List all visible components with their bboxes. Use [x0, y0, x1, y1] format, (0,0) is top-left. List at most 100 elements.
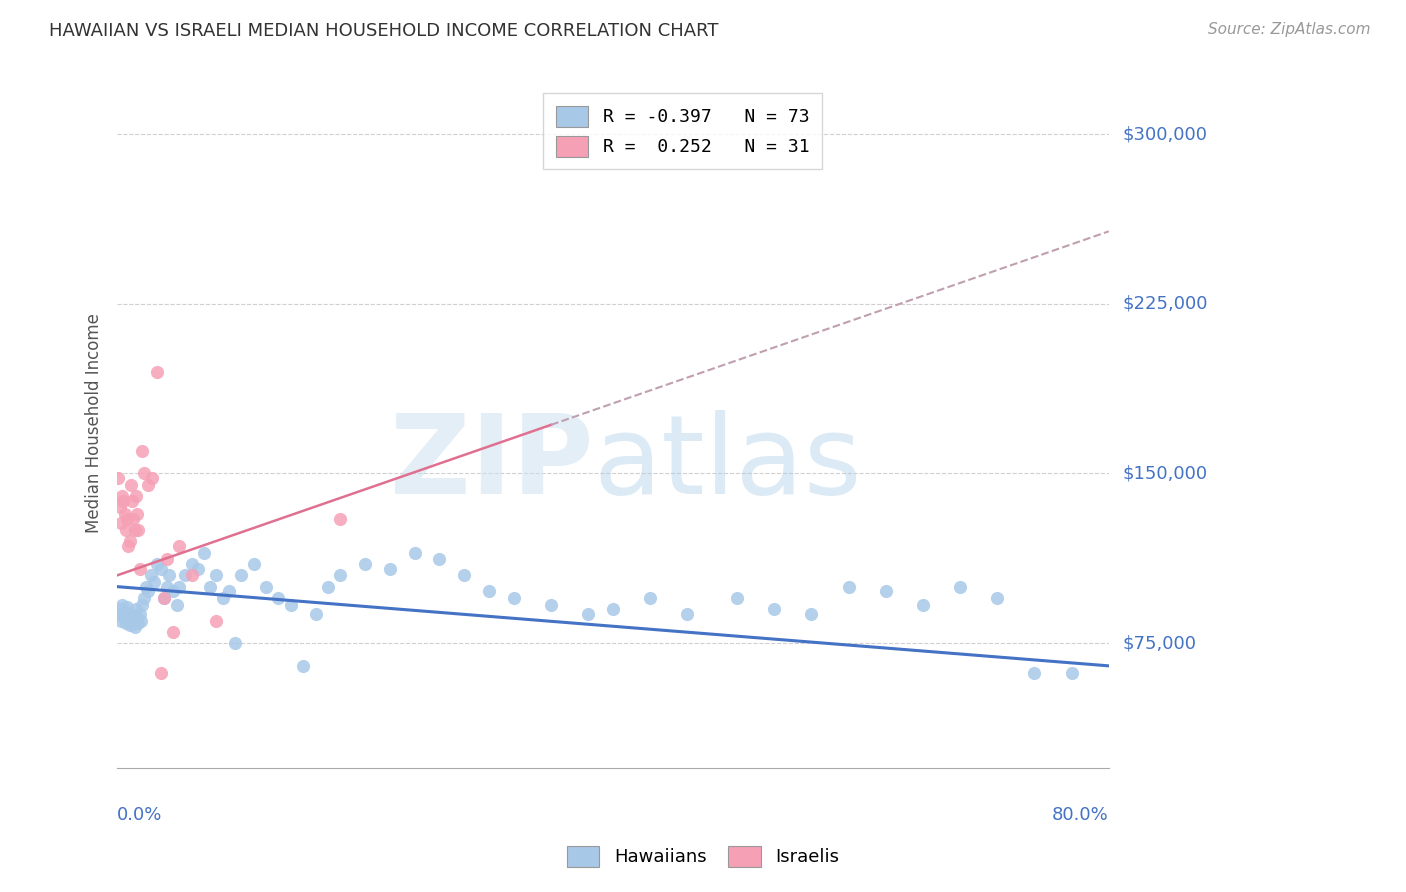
Point: [540, 598, 562, 612]
Point: [193, 546, 215, 560]
Point: [129, 614, 152, 628]
Point: [121, 493, 143, 508]
Point: [304, 607, 326, 621]
Point: [254, 580, 277, 594]
Point: [122, 609, 145, 624]
Point: [110, 516, 132, 531]
Point: [131, 598, 153, 612]
Text: $150,000: $150,000: [1123, 465, 1208, 483]
Text: 80.0%: 80.0%: [1052, 805, 1109, 823]
Point: [429, 552, 451, 566]
Point: [111, 598, 134, 612]
Point: [576, 607, 599, 621]
Y-axis label: Median Household Income: Median Household Income: [86, 312, 103, 533]
Point: [167, 539, 190, 553]
Point: [911, 598, 934, 612]
Text: $75,000: $75,000: [1123, 634, 1197, 652]
Point: [125, 489, 148, 503]
Point: [725, 591, 748, 605]
Point: [134, 591, 156, 605]
Point: [141, 471, 163, 485]
Point: [198, 580, 221, 594]
Point: [638, 591, 661, 605]
Point: [143, 575, 166, 590]
Point: [162, 624, 184, 639]
Point: [117, 539, 139, 553]
Point: [111, 489, 134, 503]
Point: [763, 602, 786, 616]
Text: atlas: atlas: [593, 410, 862, 517]
Point: [112, 609, 135, 624]
Point: [267, 591, 290, 605]
Point: [108, 602, 131, 616]
Point: [121, 614, 143, 628]
Point: [122, 512, 145, 526]
Point: [1024, 665, 1046, 680]
Point: [125, 611, 148, 625]
Point: [838, 580, 860, 594]
Point: [205, 568, 228, 582]
Point: [118, 534, 141, 549]
Point: [108, 500, 131, 515]
Point: [174, 568, 197, 582]
Point: [110, 614, 132, 628]
Point: [162, 584, 184, 599]
Point: [135, 580, 157, 594]
Point: [187, 561, 209, 575]
Point: [676, 607, 699, 621]
Point: [1060, 665, 1083, 680]
Point: [124, 620, 146, 634]
Point: [128, 607, 150, 621]
Point: [136, 584, 159, 599]
Point: [115, 523, 138, 537]
Point: [117, 611, 139, 625]
Point: [146, 365, 169, 379]
Point: [114, 507, 136, 521]
Point: [127, 615, 149, 630]
Point: [156, 580, 179, 594]
Point: [131, 443, 153, 458]
Point: [107, 607, 129, 621]
Point: [602, 602, 624, 616]
Point: [280, 598, 302, 612]
Text: ZIP: ZIP: [389, 410, 593, 517]
Point: [120, 607, 142, 621]
Point: [242, 557, 264, 571]
Point: [167, 580, 190, 594]
Point: [107, 471, 129, 485]
Point: [146, 557, 169, 571]
Point: [134, 467, 156, 481]
Point: [156, 552, 179, 566]
Point: [329, 568, 352, 582]
Point: [180, 568, 202, 582]
Point: [478, 584, 501, 599]
Text: Source: ZipAtlas.com: Source: ZipAtlas.com: [1208, 22, 1371, 37]
Point: [153, 591, 176, 605]
Point: [125, 507, 148, 521]
Point: [292, 658, 315, 673]
Point: [153, 591, 176, 605]
Point: [120, 478, 142, 492]
Point: [502, 591, 524, 605]
Point: [875, 584, 897, 599]
Text: HAWAIIAN VS ISRAELI MEDIAN HOUSEHOLD INCOME CORRELATION CHART: HAWAIIAN VS ISRAELI MEDIAN HOUSEHOLD INC…: [49, 22, 718, 40]
Point: [329, 512, 352, 526]
Point: [986, 591, 1008, 605]
Point: [139, 568, 162, 582]
Point: [115, 600, 138, 615]
Point: [949, 580, 972, 594]
Point: [231, 568, 253, 582]
Text: $225,000: $225,000: [1123, 294, 1208, 313]
Point: [118, 618, 141, 632]
Point: [205, 614, 228, 628]
Point: [166, 598, 188, 612]
Point: [112, 493, 135, 508]
Point: [224, 636, 246, 650]
Point: [136, 478, 159, 492]
Point: [378, 561, 401, 575]
Legend: Hawaiians, Israelis: Hawaiians, Israelis: [560, 838, 846, 874]
Point: [125, 602, 148, 616]
Text: 0.0%: 0.0%: [117, 805, 163, 823]
Point: [115, 615, 138, 630]
Point: [149, 665, 172, 680]
